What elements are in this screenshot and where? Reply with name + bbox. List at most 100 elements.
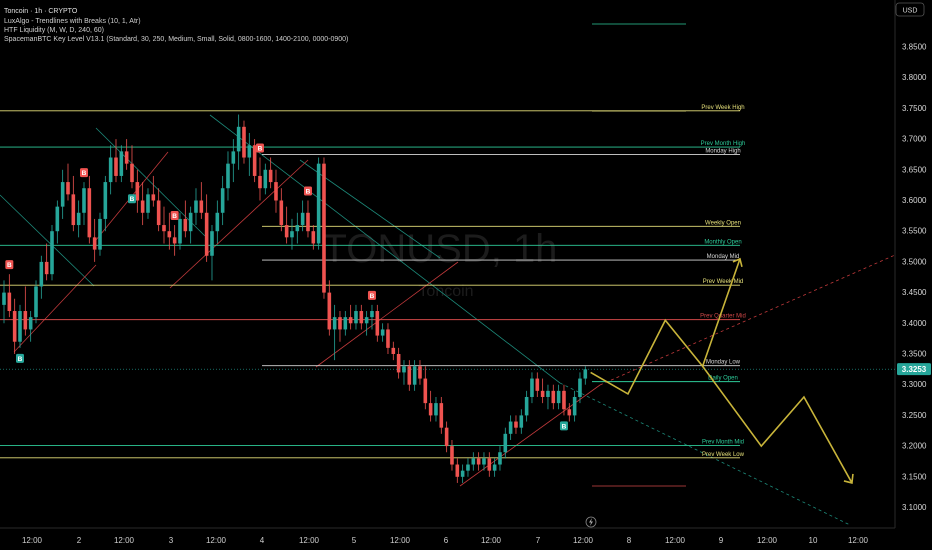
projection-arrowhead — [732, 257, 743, 268]
price-axis-bg — [895, 0, 932, 550]
candle-body — [471, 458, 476, 465]
candle-body — [322, 163, 326, 293]
trendline-down — [95, 127, 206, 237]
trendline-down — [0, 194, 95, 287]
indicator-line-3[interactable]: SpacemanBTC Key Level V13.1 (Standard, 3… — [4, 36, 348, 43]
indicator-line-1[interactable]: LuxAlgo - Trendlines with Breaks (10, 1,… — [4, 18, 141, 25]
price-tick-label: 3.4500 — [902, 288, 927, 297]
candle-body — [306, 212, 310, 232]
time-tick-label: 12:00 — [573, 536, 594, 545]
time-tick-label: 5 — [352, 536, 357, 545]
candle-body — [55, 206, 60, 232]
candle-body — [76, 212, 81, 226]
candle-body — [140, 200, 145, 213]
signal-label: B — [562, 423, 567, 430]
candle-body — [332, 317, 337, 330]
candle-body — [39, 261, 44, 287]
projection-path-up — [590, 258, 741, 396]
price-tick-label: 3.4000 — [902, 319, 927, 328]
candle-body — [156, 200, 161, 226]
currency-label: USD — [903, 8, 918, 15]
time-tick-label: 12:00 — [299, 536, 320, 545]
time-tick-label: 8 — [627, 536, 632, 545]
candle-body — [44, 261, 49, 275]
candles-layer — [2, 114, 588, 483]
candle-body — [498, 452, 502, 465]
signal-label: B — [7, 262, 12, 269]
key-level-label: Prev Month High — [701, 141, 746, 147]
candle-body — [402, 366, 406, 373]
candle-body — [66, 182, 70, 195]
price-tick-label: 3.5500 — [902, 227, 927, 236]
candle-body — [562, 390, 566, 410]
price-tick-label: 3.8500 — [902, 43, 927, 52]
trendline-up — [459, 384, 601, 487]
candle-body — [220, 188, 225, 213]
candle-body — [242, 126, 246, 158]
signals-layer: B B B B B B B B B — [5, 143, 568, 431]
candle-body — [194, 200, 198, 213]
candle-body — [23, 311, 28, 330]
candle-body — [162, 225, 166, 232]
signal-badge — [5, 260, 14, 270]
projection-layer — [590, 257, 854, 484]
time-axis[interactable]: 12:00 2 12:00 3 12:00 4 12:00 5 12:00 6 12:00 7 12:0… — [0, 527, 895, 545]
candle-body — [466, 464, 470, 471]
candle-body — [396, 354, 401, 373]
candle-body — [108, 157, 113, 183]
time-tick-label: 12:00 — [390, 536, 411, 545]
candle-body — [135, 182, 140, 201]
candle-body — [460, 470, 465, 477]
candle-body — [226, 163, 230, 189]
candle-body — [514, 421, 518, 428]
signal-label: B — [258, 146, 263, 153]
candle-body — [583, 369, 588, 379]
trendline-up — [169, 159, 309, 289]
price-tick-label: 3.2000 — [902, 442, 927, 451]
candle-body — [119, 151, 124, 176]
candle-body — [327, 292, 332, 330]
indicator-line-2[interactable]: HTF Liquidity (M, W, D, 240, 60) — [4, 27, 104, 34]
symbol-line[interactable]: Toncoin · 1h · CRYPTO — [4, 8, 78, 15]
currency-button[interactable] — [895, 2, 925, 17]
candle-body — [7, 292, 12, 312]
signal-badge — [170, 211, 179, 221]
candle-body — [71, 194, 76, 226]
current-price-label: 3.3253 — [902, 365, 927, 374]
candle-body — [50, 231, 54, 275]
candle-body — [215, 212, 220, 232]
time-tick-label: 6 — [444, 536, 449, 545]
key-level-label: Prev Week High — [701, 105, 744, 111]
candle-body — [82, 188, 86, 213]
time-tick-label: 3 — [169, 536, 174, 545]
signal-badge — [367, 290, 376, 300]
price-tick-label: 3.7000 — [902, 135, 927, 144]
candle-body — [572, 396, 577, 416]
price-tick-label: 3.6000 — [902, 196, 927, 205]
candle-body — [199, 200, 204, 213]
candle-body — [279, 200, 284, 226]
candle-body — [556, 390, 561, 404]
candle-body — [300, 212, 305, 226]
time-tick-label: 12:00 — [848, 536, 869, 545]
candle-body — [375, 311, 380, 336]
trendline-up — [13, 264, 97, 353]
time-tick-label: 12:00 — [206, 536, 227, 545]
candle-body — [188, 212, 193, 232]
lightning-icon[interactable] — [585, 516, 597, 528]
candle-body — [444, 427, 449, 447]
signal-label: B — [82, 170, 87, 177]
candle-body — [476, 458, 481, 465]
key-level-label: Monthly Open — [704, 239, 741, 245]
watermark-symbol: TONUSD, 1h — [323, 227, 558, 271]
candle-body — [87, 188, 92, 238]
candle-body — [178, 218, 182, 244]
time-tick-label: 12:00 — [22, 536, 43, 545]
trendlines-layer — [0, 114, 896, 526]
time-tick-label: 9 — [719, 536, 724, 545]
candle-body — [210, 231, 214, 256]
price-tick-label: 3.6500 — [902, 165, 927, 174]
